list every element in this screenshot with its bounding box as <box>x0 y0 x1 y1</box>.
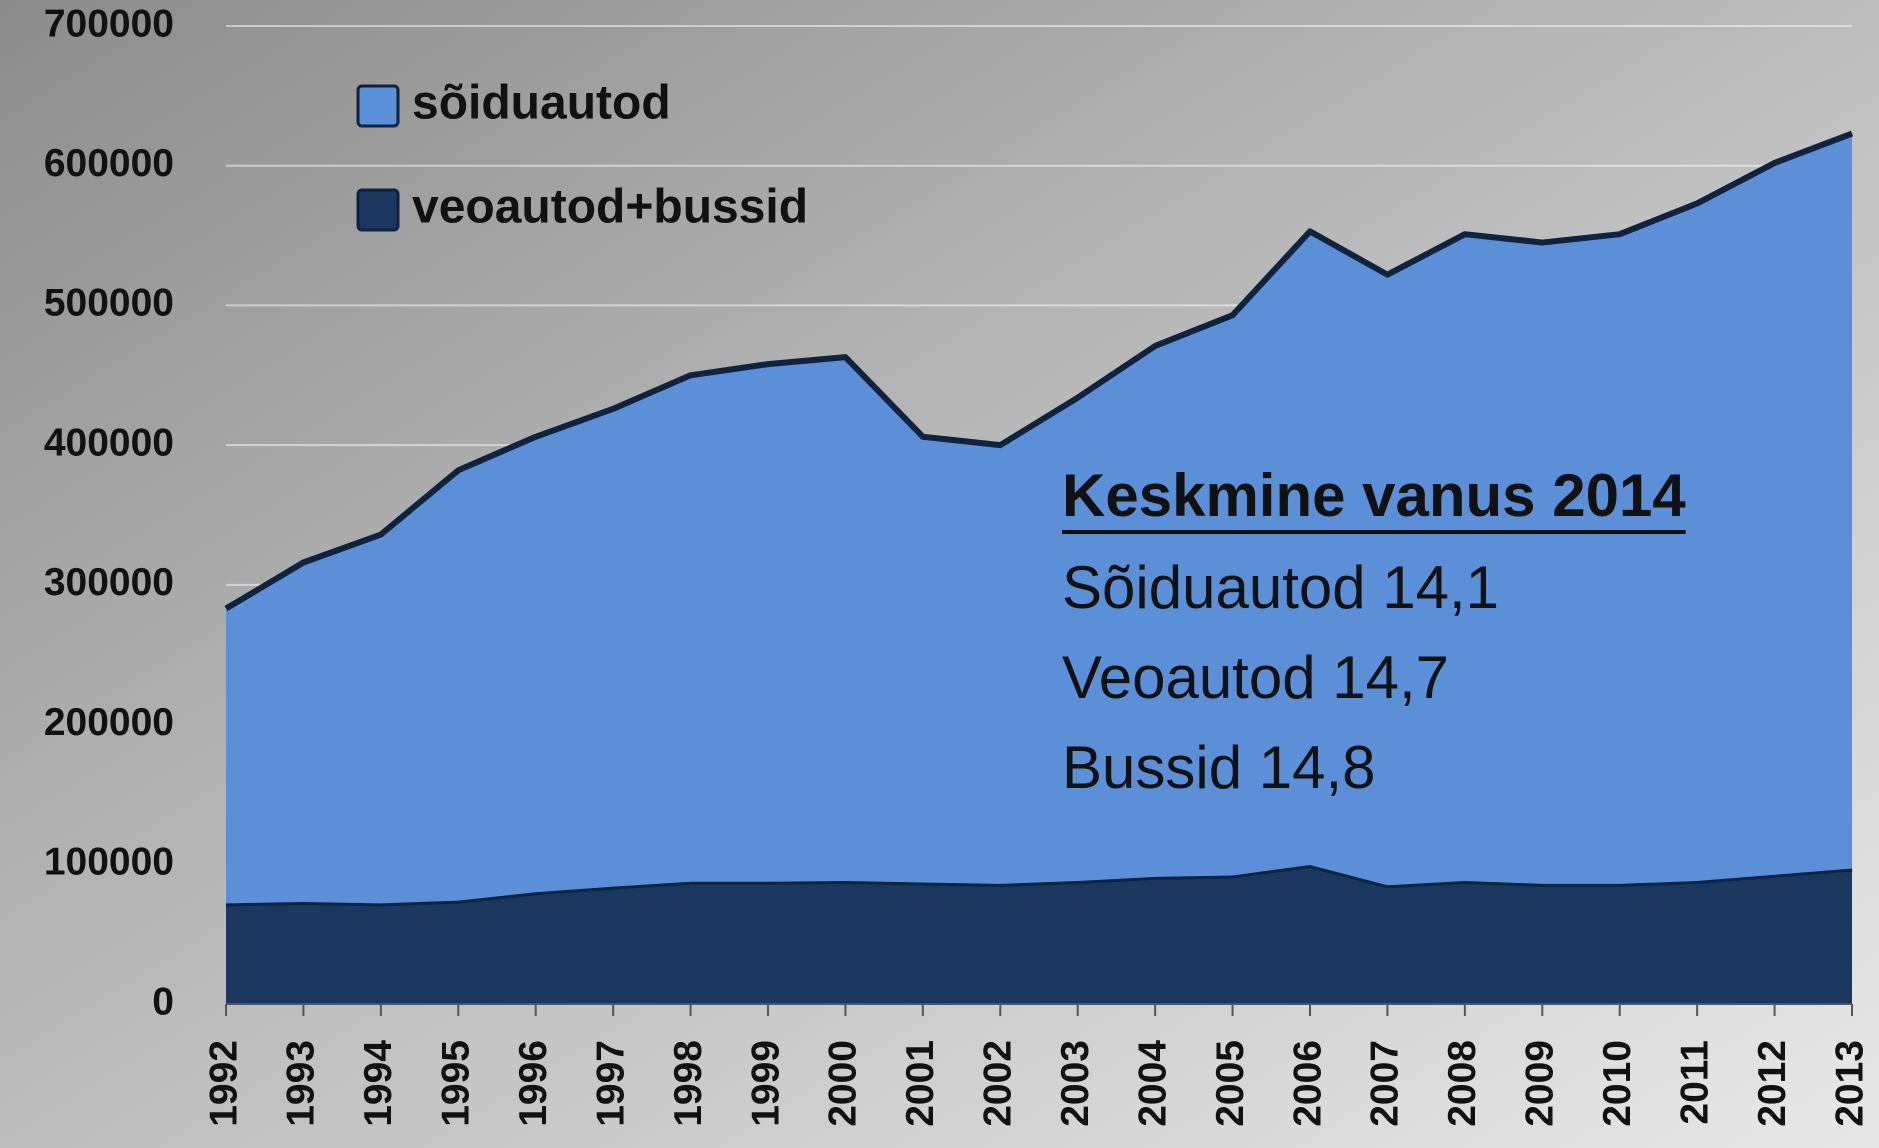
x-tick-label: 1993 <box>280 1040 323 1127</box>
x-tick-label: 2000 <box>822 1040 865 1127</box>
x-tick-label: 2010 <box>1596 1040 1639 1127</box>
x-tick-label: 2002 <box>977 1040 1020 1127</box>
x-tick-label: 2013 <box>1828 1040 1871 1127</box>
x-tick-label: 2004 <box>1131 1040 1174 1127</box>
y-tick-label: 0 <box>152 980 174 1023</box>
x-tick-label: 2007 <box>1364 1040 1407 1127</box>
annotation-title: Keskmine vanus 2014 <box>1062 462 1686 529</box>
y-tick-label: 600000 <box>44 142 174 185</box>
x-tick-label: 1994 <box>357 1040 400 1127</box>
annotation-line: Sõiduautod 14,1 <box>1062 554 1499 621</box>
chart: 0 100000 200000 300000 400000 500000 600000 700… <box>0 0 1879 1148</box>
x-tick-label: 2012 <box>1751 1040 1794 1127</box>
legend-label: veoautod+bussid <box>412 181 808 234</box>
x-tick-label: 2011 <box>1673 1040 1716 1125</box>
y-tick-label: 700000 <box>44 2 174 45</box>
y-tick-label: 300000 <box>44 561 174 604</box>
x-tick-label: 2006 <box>1286 1040 1329 1127</box>
x-tick-label: 2009 <box>1519 1040 1562 1127</box>
x-tick-label: 1998 <box>667 1040 710 1127</box>
y-tick-label: 400000 <box>44 421 174 464</box>
x-tick-label: 1996 <box>512 1040 555 1127</box>
x-tick-label: 2005 <box>1209 1040 1252 1127</box>
annotation-line: Veoautod 14,7 <box>1062 644 1449 711</box>
legend-swatch <box>358 190 398 230</box>
x-tick-label: 2001 <box>899 1040 942 1127</box>
legend-label: sõiduautod <box>412 77 671 130</box>
y-tick-label: 200000 <box>44 701 174 744</box>
y-tick-label: 100000 <box>44 841 174 884</box>
legend-swatch <box>358 86 398 126</box>
x-tick-label: 1995 <box>435 1040 478 1127</box>
x-tick-label: 2003 <box>1054 1040 1097 1127</box>
x-tick-label: 1997 <box>589 1040 632 1127</box>
y-tick-label: 500000 <box>44 282 174 325</box>
x-tick-label: 1999 <box>744 1040 787 1127</box>
annotation-line: Bussid 14,8 <box>1062 734 1376 801</box>
x-tick-label: 1992 <box>202 1040 245 1127</box>
x-tick-label: 2008 <box>1441 1040 1484 1127</box>
